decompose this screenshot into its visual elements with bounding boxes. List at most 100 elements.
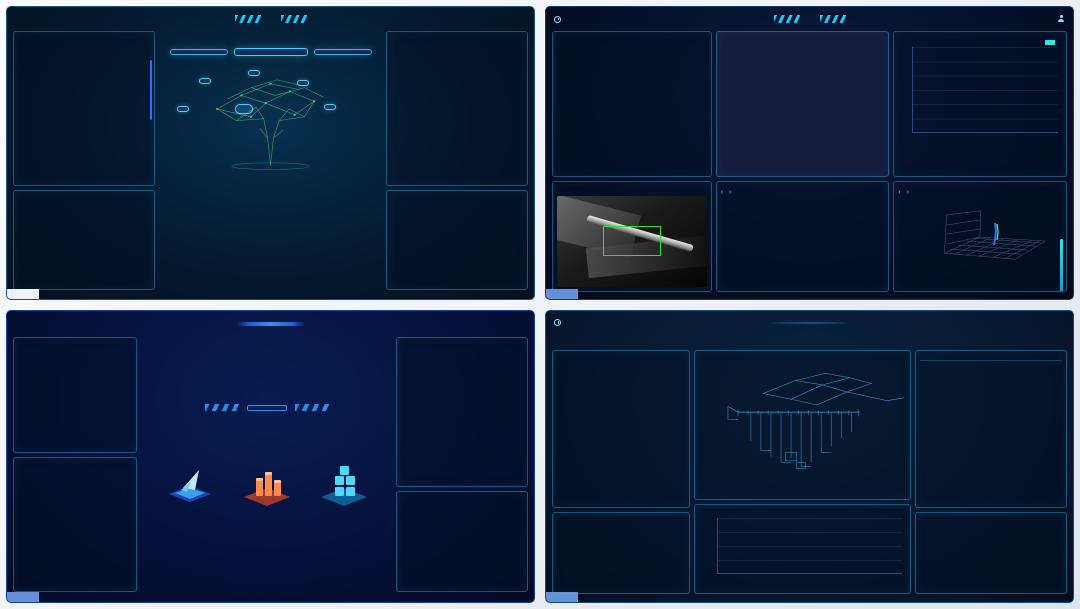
task-manage-panel <box>552 31 712 177</box>
sensor-cloud <box>324 104 337 111</box>
monitor-point-card[interactable] <box>169 48 228 55</box>
device-run-stats-panel <box>13 190 155 290</box>
gauge-row-top <box>159 171 382 229</box>
task-list-title <box>553 41 711 49</box>
sensor-cloud <box>199 78 212 85</box>
realtime-warning-panel <box>386 31 528 186</box>
underground-equipment-item[interactable] <box>238 462 296 517</box>
water-title <box>769 321 850 324</box>
header-decor-left <box>773 15 800 23</box>
y-ticks <box>896 56 910 142</box>
user-icon[interactable] <box>1057 15 1065 23</box>
platform-center-item[interactable] <box>161 462 219 517</box>
footage-stat-grid <box>916 351 1066 359</box>
panel-title <box>553 351 689 356</box>
tree-network-graphic <box>216 79 324 170</box>
sensor-network-tree <box>159 70 382 171</box>
gas-line-chart <box>717 196 889 197</box>
water-header <box>546 313 1073 333</box>
detection-box <box>603 226 661 256</box>
sensor-cloud <box>297 80 310 87</box>
monitor-point-card-active[interactable] <box>233 47 308 56</box>
clock-icon <box>554 15 561 23</box>
anomaly-pie-chart <box>960 522 1022 584</box>
underground-equipment-icon <box>243 471 290 506</box>
mine-map-panel <box>694 349 911 500</box>
header-decor-right <box>280 15 307 23</box>
prev-record-icon[interactable]: ‹ <box>898 189 901 196</box>
monthly-footage-panel <box>694 503 911 594</box>
depth-scrollbar[interactable] <box>1060 239 1063 291</box>
panel-title <box>916 513 926 518</box>
panel-title <box>553 513 689 518</box>
panel-title <box>553 32 711 37</box>
quad-drill-site-dashboard: ‹ › ‹ › <box>545 6 1074 300</box>
prev-record-icon[interactable]: ‹ <box>720 189 723 196</box>
camera-feed[interactable] <box>557 196 707 287</box>
bar-legend <box>894 37 1066 45</box>
monthly-footage-bar-chart <box>717 517 902 574</box>
platform-section <box>141 421 392 517</box>
monitor-point-card[interactable] <box>313 48 372 55</box>
panel-title <box>14 32 154 37</box>
gas-data-panel: ‹ › <box>715 181 890 292</box>
legend-swatch <box>1045 40 1055 45</box>
data-overview-panel <box>715 31 890 177</box>
next-record-icon[interactable]: › <box>906 189 909 196</box>
mine-wireframe-map <box>727 372 905 469</box>
monitor-point-carousel <box>159 33 382 70</box>
gas-extraction-info-panel <box>396 336 528 487</box>
panel-title <box>14 458 136 463</box>
quad-hydrology-dashboard <box>6 6 535 300</box>
platform-center-icon <box>168 469 211 502</box>
year-select-bar <box>141 399 392 417</box>
table-scrollbar[interactable] <box>150 60 152 120</box>
gas-header <box>7 311 534 337</box>
decor-slashes <box>204 404 239 411</box>
center-cloud <box>234 104 253 115</box>
monitor-status-stats-panel <box>386 190 528 290</box>
gas-title <box>236 321 305 326</box>
quad-gas-extraction-dashboard <box>6 309 535 603</box>
realtime-device-panel <box>13 31 155 186</box>
while-drilling-panel: ‹ › <box>893 181 1067 292</box>
year-select[interactable] <box>246 404 287 411</box>
hole-check-records-panel <box>552 511 690 594</box>
panel-title <box>695 505 910 510</box>
site-camera-panel <box>552 181 712 292</box>
workface-status-panel <box>552 349 690 508</box>
wireframe-grid-graphic <box>944 210 1047 260</box>
panel-title <box>161 29 171 34</box>
bottom-stat-row <box>141 521 392 592</box>
drill-header <box>546 9 1073 29</box>
decor-slashes <box>294 404 329 411</box>
overlay-label-gas <box>7 592 39 602</box>
sensor-cloud <box>176 106 189 113</box>
header-decor-left <box>234 15 261 23</box>
footage-stats-panel <box>915 349 1067 508</box>
gas-stat-circles <box>397 343 527 347</box>
warning-overview-panel <box>13 456 137 592</box>
surface-equipment-item[interactable] <box>315 462 373 517</box>
panel-title <box>14 338 136 343</box>
panel-title <box>14 191 154 196</box>
panel-title <box>387 191 527 196</box>
panel-title <box>387 32 527 37</box>
overlay-label-drill-site <box>546 288 578 299</box>
quad-water-exploration-dashboard <box>545 309 1074 603</box>
panel-title <box>397 492 527 497</box>
surface-equipment-icon <box>320 465 367 506</box>
clock-icon <box>554 319 561 326</box>
eng-donut <box>818 49 882 113</box>
gauge-row-bottom <box>159 230 382 290</box>
history-warning-gauge <box>32 468 118 555</box>
next-record-icon[interactable]: › <box>728 189 732 196</box>
water-nav-tabs <box>546 333 1073 348</box>
panel-title <box>717 32 889 37</box>
trajectory-3d-plot <box>894 199 1066 291</box>
workface-stat-cards <box>141 337 392 395</box>
hydrology-header <box>7 9 534 29</box>
sensor-total-panel <box>13 336 137 453</box>
water-anomaly-panel <box>915 511 1067 594</box>
